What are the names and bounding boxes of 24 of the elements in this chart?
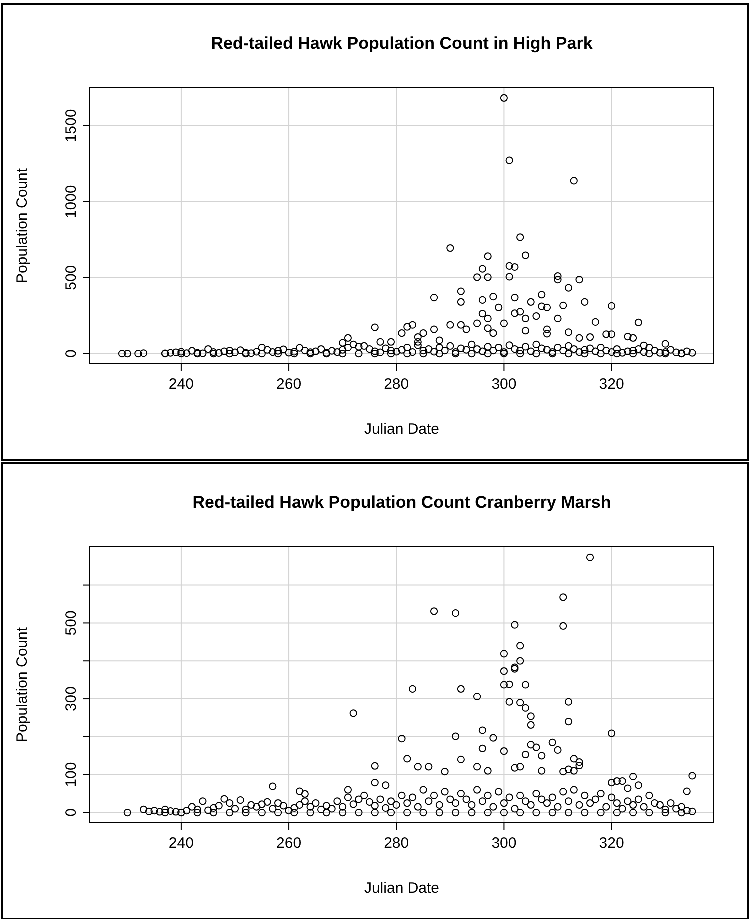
y-tick-label: 1000 xyxy=(63,185,80,219)
x-tick-label: 260 xyxy=(276,376,302,393)
x-tick-label: 280 xyxy=(384,835,410,852)
y-tick-label: 1500 xyxy=(63,109,80,143)
y-tick-label: 300 xyxy=(63,686,80,712)
x-axis-title: Julian Date xyxy=(364,880,440,897)
chart-title: Red-tailed Hawk Population Count Cranberry Marsh xyxy=(192,493,612,512)
x-tick-label: 240 xyxy=(168,835,194,852)
x-tick-label: 300 xyxy=(492,376,517,393)
y-tick-label: 0 xyxy=(63,808,80,817)
x-tick-label: 280 xyxy=(384,376,410,393)
y-tick-label: 500 xyxy=(63,610,80,636)
x-tick-label: 320 xyxy=(599,376,624,393)
y-axis-title: Population Count xyxy=(14,626,31,743)
x-axis-title: Julian Date xyxy=(364,421,440,438)
y-tick-label: 0 xyxy=(63,350,80,358)
x-tick-label: 300 xyxy=(492,835,517,852)
y-tick-label: 500 xyxy=(63,265,80,290)
x-tick-label: 240 xyxy=(168,376,194,393)
y-axis-title: Population Count xyxy=(14,168,31,284)
x-tick-label: 260 xyxy=(276,835,302,852)
chart-title: Red-tailed Hawk Population Count in High Park xyxy=(211,34,594,53)
x-tick-label: 320 xyxy=(599,835,624,852)
y-tick-label: 100 xyxy=(63,762,80,788)
